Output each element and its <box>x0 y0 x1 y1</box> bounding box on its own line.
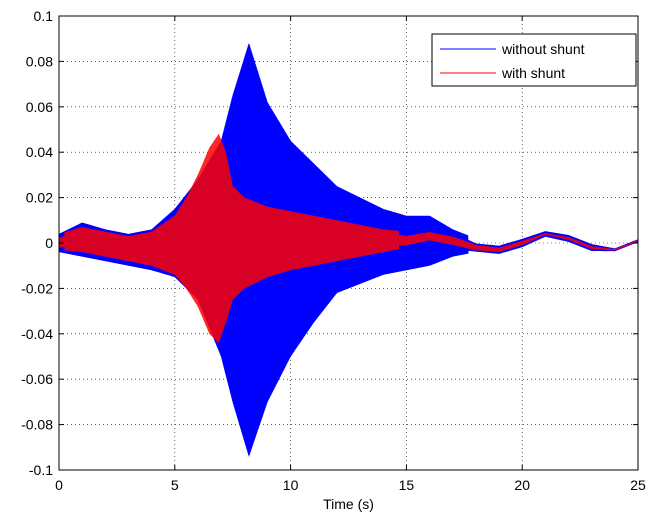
y-tick-label: -0.1 <box>29 462 53 478</box>
legend: without shunt with shunt <box>431 33 637 87</box>
y-tick-label: -0.08 <box>21 417 53 433</box>
y-tick-label: -0.04 <box>21 326 53 342</box>
y-tick-label: 0.06 <box>26 99 53 115</box>
x-tick-label: 0 <box>55 477 63 493</box>
x-tick-label: 10 <box>283 477 299 493</box>
x-axis-label: Time (s) <box>323 496 374 512</box>
x-tick-label: 20 <box>514 477 530 493</box>
y-tick-label: 0.08 <box>26 53 53 69</box>
legend-label-without-shunt: without shunt <box>501 41 585 57</box>
y-tick-label: 0.04 <box>26 144 53 160</box>
legend-box <box>431 33 637 87</box>
x-tick-label: 5 <box>171 477 179 493</box>
x-tick-label: 25 <box>630 477 646 493</box>
x-tick-label: 15 <box>399 477 415 493</box>
y-tick-label: 0.1 <box>34 8 54 24</box>
legend-label-with-shunt: with shunt <box>501 65 565 81</box>
series-layer <box>58 43 639 457</box>
y-tick-label: 0 <box>45 235 53 251</box>
series-line-with-shunt <box>58 134 639 343</box>
y-tick-label: 0.02 <box>26 190 53 206</box>
axis-ticks: 0 5 10 15 20 25 -0.1 -0.08 -0.06 -0.04 -0.02 0 0.02 0… <box>21 8 646 493</box>
y-tick-label: -0.06 <box>21 371 53 387</box>
y-tick-label: -0.02 <box>21 280 53 296</box>
